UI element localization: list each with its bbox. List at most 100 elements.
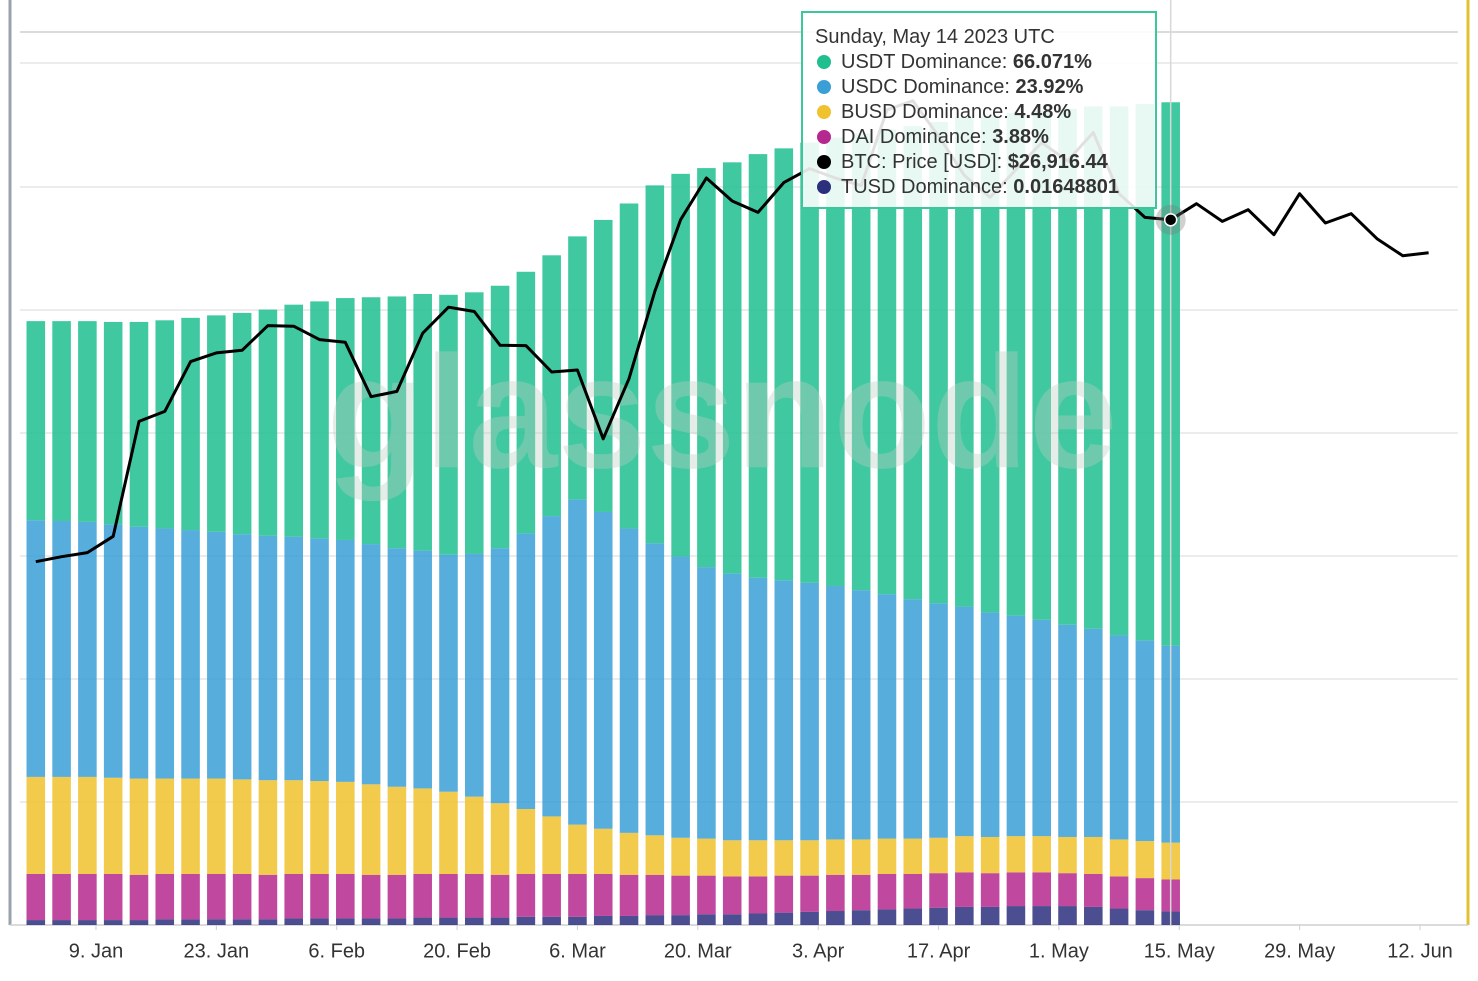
bar-segment [542, 916, 561, 925]
bar-segment [800, 875, 819, 912]
bar-segment [232, 873, 252, 920]
bar-segment [568, 916, 587, 925]
bar-segment [722, 573, 742, 841]
tooltip-date: Sunday, May 14 2023 UTC [815, 26, 1055, 48]
bar-segment [645, 543, 665, 836]
bar-segment [1084, 106, 1103, 629]
bar-segment [258, 309, 278, 536]
tooltip-row: BTC: Price [USD]: $26,916.44 [815, 150, 1155, 175]
bar-segment [593, 828, 613, 874]
tooltip-value: 23.92% [1015, 76, 1084, 98]
bar-segment [619, 528, 639, 833]
bar-segment [361, 544, 381, 785]
bar-segment [387, 548, 407, 787]
tooltip-row: DAI Dominance: 3.88% [815, 125, 1155, 150]
bar-segment [284, 873, 304, 919]
bar-segment [671, 837, 690, 876]
bar-segment [336, 539, 355, 782]
tooltip: Sunday, May 14 2023 UTC USDT Dominance: … [801, 11, 1157, 209]
bar-segment [645, 874, 665, 916]
bar-segment [619, 874, 639, 916]
tooltip-row: TUSD Dominance: 0.01648801 [815, 175, 1155, 200]
bar-segment [336, 781, 355, 874]
bar-segment [1006, 615, 1026, 837]
bar-segment [697, 567, 716, 839]
bar-segment [387, 296, 407, 549]
bar-segment [1058, 906, 1077, 925]
bar-segment [1109, 839, 1129, 877]
tooltip-label: BUSD Dominance: [841, 101, 1009, 123]
x-tick-label: 6. Feb [308, 940, 365, 962]
bar-segment [800, 840, 819, 876]
bar-segment [310, 781, 329, 874]
bar-segment [826, 586, 845, 840]
bar-segment [78, 776, 97, 874]
bar-segment [103, 920, 123, 925]
x-tick-label: 12. Jun [1387, 940, 1453, 962]
bar-segment [851, 839, 871, 875]
bar-segment [464, 292, 484, 554]
bar-segment [516, 873, 536, 917]
bar-segment [361, 297, 381, 545]
bar-segment [26, 873, 46, 921]
bar-segment [78, 521, 97, 777]
bar-segment [800, 911, 819, 925]
bar-segment [387, 786, 407, 875]
bar-segment [361, 784, 381, 875]
bar-segment [155, 528, 175, 779]
bar-segment [722, 162, 742, 574]
bar-segment [955, 872, 974, 907]
bar-segment [1058, 624, 1077, 837]
bar-segment [955, 606, 974, 837]
bar-segment [697, 168, 716, 568]
bar-segment [516, 808, 536, 874]
bar-segment [671, 915, 690, 925]
bar-segment [155, 320, 175, 529]
tooltip-value: 4.48% [1014, 101, 1072, 123]
bar-segment [903, 599, 923, 839]
bar-segment [671, 556, 690, 838]
bar-segment [387, 918, 407, 925]
tooltip-dot [817, 55, 831, 69]
tooltip-label: BTC: Price [USD]: [841, 151, 1003, 173]
bar-segment [826, 839, 845, 875]
bar-segment [490, 874, 510, 918]
bar-segment [542, 873, 561, 917]
bar-segment [1032, 872, 1052, 907]
bar-segment [207, 919, 226, 925]
bar-segment [413, 293, 432, 551]
bar-segment [929, 603, 948, 838]
bar-segment [800, 582, 819, 841]
bar-segment [1109, 106, 1129, 636]
bar-segment [929, 873, 948, 908]
bar-segment [748, 577, 768, 841]
bar-segment [129, 778, 149, 875]
x-tick-label: 17. Apr [907, 940, 971, 962]
bar-segment [697, 875, 716, 915]
bar-segment [439, 554, 458, 792]
bar-segment [361, 918, 381, 925]
bar-segment [980, 612, 1000, 837]
bar-segment [593, 219, 613, 512]
bar-segment [258, 535, 278, 781]
bar-segment [619, 203, 639, 529]
x-tick-label: 3. Apr [792, 940, 845, 962]
bar-segment [774, 148, 794, 581]
bar-segment [439, 873, 458, 918]
bar-segment [490, 803, 510, 875]
bar-segment [671, 875, 690, 916]
bar-segment [748, 840, 768, 877]
bar-segment [980, 836, 1000, 874]
bar-segment [516, 271, 536, 534]
bar-segment [877, 594, 897, 839]
tooltip-label: TUSD Dominance: [841, 176, 1008, 198]
bar-segment [387, 874, 407, 919]
bar-segment [1084, 873, 1103, 907]
x-tick-label: 20. Feb [423, 940, 491, 962]
bar-segment [464, 917, 484, 925]
price-line [35, 99, 1429, 564]
bar-segment [851, 590, 871, 840]
bar-segment [568, 236, 587, 500]
bar-segment [207, 315, 226, 532]
bar-segment [464, 873, 484, 918]
